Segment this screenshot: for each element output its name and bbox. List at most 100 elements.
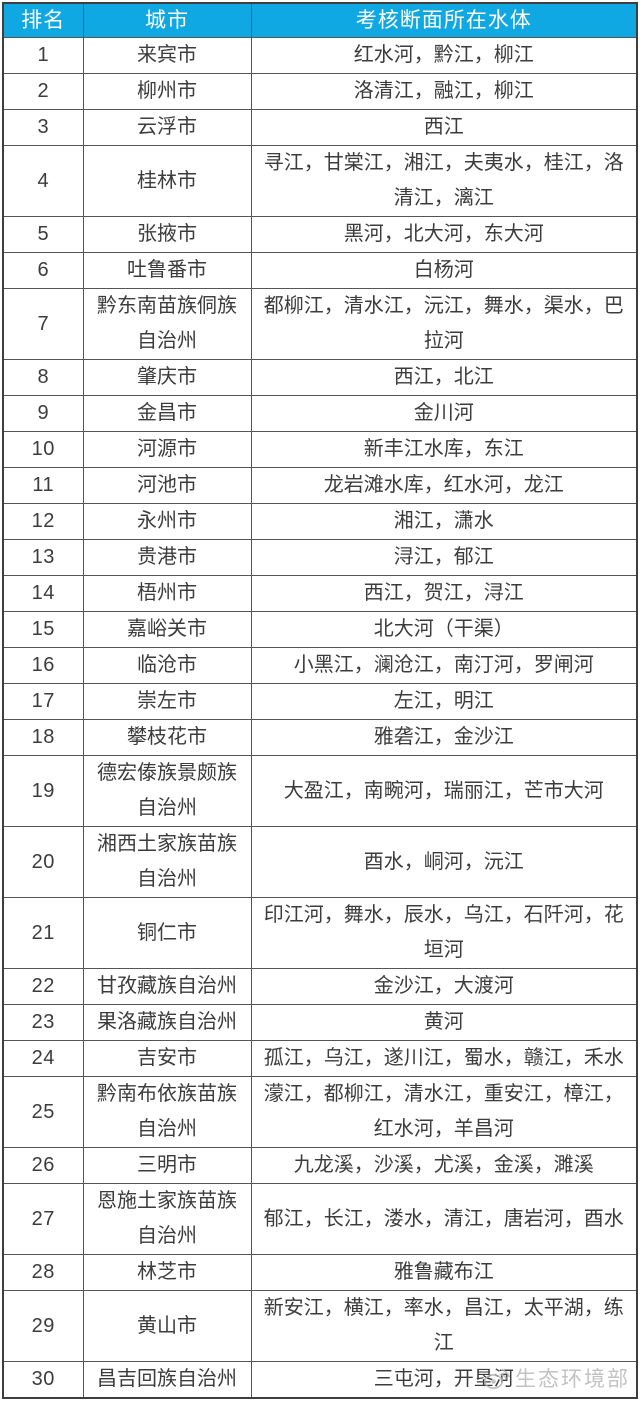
city-cell: 梧州市 <box>82 575 252 612</box>
waters-cell: 红水河，黔江，柳江 <box>250 37 638 74</box>
rank-cell: 27 <box>2 1183 84 1255</box>
rank-cell: 22 <box>2 968 84 1005</box>
table-row: 23 果洛藏族自治州 黄河 <box>2 1004 638 1041</box>
waters-cell: 西江，北江 <box>250 359 638 396</box>
rank-cell: 26 <box>2 1147 84 1184</box>
waters-cell: 白杨河 <box>250 252 638 289</box>
col-header-city: 城市 <box>82 2 252 38</box>
table-row: 19 德宏傣族景颇族自治州 大盈江，南畹河，瑞丽江，芒市大河 <box>2 755 638 827</box>
waters-cell: 大盈江，南畹河，瑞丽江，芒市大河 <box>250 755 638 827</box>
table-row: 1 来宾市 红水河，黔江，柳江 <box>2 37 638 74</box>
table-row: 25 黔南布依族苗族自治州 濛江，都柳江，清水江，重安江，樟江，红水河，羊昌河 <box>2 1076 638 1148</box>
city-cell: 恩施土家族苗族自治州 <box>82 1183 252 1255</box>
city-cell: 云浮市 <box>82 109 252 146</box>
city-cell: 德宏傣族景颇族自治州 <box>82 755 252 827</box>
rank-cell: 17 <box>2 683 84 720</box>
rank-cell: 13 <box>2 539 84 576</box>
table-row: 28 林芝市 雅鲁藏布江 <box>2 1254 638 1291</box>
col-header-rank: 排名 <box>2 2 84 38</box>
city-cell: 柳州市 <box>82 73 252 110</box>
waters-cell: 郁江，长江，溇水，清江，唐岩河，酉水 <box>250 1183 638 1255</box>
waters-cell: 雅鲁藏布江 <box>250 1254 638 1291</box>
rank-cell: 10 <box>2 431 84 468</box>
table-row: 21 铜仁市 印江河，舞水，辰水，乌江，石阡河，花垣河 <box>2 897 638 969</box>
city-cell: 桂林市 <box>82 145 252 217</box>
waters-cell: 龙岩滩水库，红水河，龙江 <box>250 467 638 504</box>
rank-cell: 14 <box>2 575 84 612</box>
rank-cell: 18 <box>2 719 84 756</box>
waters-cell: 孤江，乌江，遂川江，蜀水，赣江，禾水 <box>250 1040 638 1077</box>
header-row: 排名 城市 考核断面所在水体 <box>2 2 638 38</box>
table-row: 22 甘孜藏族自治州 金沙江，大渡河 <box>2 968 638 1005</box>
table-row: 2 柳州市 洛清江，融江，柳江 <box>2 73 638 110</box>
rank-cell: 3 <box>2 109 84 146</box>
city-cell: 湘西土家族苗族自治州 <box>82 826 252 898</box>
table-row: 15 嘉峪关市 北大河（干渠） <box>2 611 638 648</box>
table-row: 7 黔东南苗族侗族自治州 都柳江，清水江，沅江，舞水，渠水，巴拉河 <box>2 288 638 360</box>
table-row: 20 湘西土家族苗族自治州 酉水，峒河，沅江 <box>2 826 638 898</box>
city-cell: 金昌市 <box>82 395 252 432</box>
rank-cell: 28 <box>2 1254 84 1291</box>
city-cell: 来宾市 <box>82 37 252 74</box>
table-row: 4 桂林市 寻江，甘棠江，湘江，夫夷水，桂江，洛清江，漓江 <box>2 145 638 217</box>
rank-cell: 24 <box>2 1040 84 1077</box>
rank-cell: 8 <box>2 359 84 396</box>
rank-cell: 12 <box>2 503 84 540</box>
rank-cell: 16 <box>2 647 84 684</box>
table-row: 24 吉安市 孤江，乌江，遂川江，蜀水，赣江，禾水 <box>2 1040 638 1077</box>
table-row: 18 攀枝花市 雅砻江，金沙江 <box>2 719 638 756</box>
rank-cell: 7 <box>2 288 84 360</box>
city-cell: 黔东南苗族侗族自治州 <box>82 288 252 360</box>
waters-cell: 金川河 <box>250 395 638 432</box>
table-row: 3 云浮市 西江 <box>2 109 638 146</box>
waters-cell: 黑河，北大河，东大河 <box>250 216 638 253</box>
table-row: 6 吐鲁番市 白杨河 <box>2 252 638 289</box>
table-row: 9 金昌市 金川河 <box>2 395 638 432</box>
waters-cell: 濛江，都柳江，清水江，重安江，樟江，红水河，羊昌河 <box>250 1076 638 1148</box>
waters-cell: 新丰江水库，东江 <box>250 431 638 468</box>
city-cell: 河池市 <box>82 467 252 504</box>
waters-cell: 三屯河，开垦河 <box>250 1361 638 1399</box>
rank-cell: 30 <box>2 1361 84 1399</box>
table-row: 12 永州市 湘江，潇水 <box>2 503 638 540</box>
rank-cell: 1 <box>2 37 84 74</box>
waters-cell: 都柳江，清水江，沅江，舞水，渠水，巴拉河 <box>250 288 638 360</box>
city-cell: 临沧市 <box>82 647 252 684</box>
table-row: 8 肇庆市 西江，北江 <box>2 359 638 396</box>
rank-cell: 6 <box>2 252 84 289</box>
city-cell: 崇左市 <box>82 683 252 720</box>
waters-cell: 左江，明江 <box>250 683 638 720</box>
table-row: 14 梧州市 西江，贺江，浔江 <box>2 575 638 612</box>
city-cell: 张掖市 <box>82 216 252 253</box>
rank-cell: 11 <box>2 467 84 504</box>
table-row: 16 临沧市 小黑江，澜沧江，南汀河，罗闸河 <box>2 647 638 684</box>
waters-cell: 浔江，郁江 <box>250 539 638 576</box>
rank-cell: 29 <box>2 1290 84 1362</box>
table-row: 30 昌吉回族自治州 三屯河，开垦河 <box>2 1361 638 1399</box>
waters-cell: 湘江，潇水 <box>250 503 638 540</box>
city-cell: 肇庆市 <box>82 359 252 396</box>
city-cell: 昌吉回族自治州 <box>82 1361 252 1399</box>
rank-cell: 9 <box>2 395 84 432</box>
city-cell: 果洛藏族自治州 <box>82 1004 252 1041</box>
table-row: 13 贵港市 浔江，郁江 <box>2 539 638 576</box>
waters-cell: 雅砻江，金沙江 <box>250 719 638 756</box>
city-cell: 林芝市 <box>82 1254 252 1291</box>
table-row: 11 河池市 龙岩滩水库，红水河，龙江 <box>2 467 638 504</box>
waters-cell: 黄河 <box>250 1004 638 1041</box>
waters-cell: 寻江，甘棠江，湘江，夫夷水，桂江，洛清江，漓江 <box>250 145 638 217</box>
city-cell: 甘孜藏族自治州 <box>82 968 252 1005</box>
waters-cell: 新安江，横江，率水，昌江，太平湖，练江 <box>250 1290 638 1362</box>
waters-cell: 小黑江，澜沧江，南汀河，罗闸河 <box>250 647 638 684</box>
rank-cell: 2 <box>2 73 84 110</box>
rank-cell: 20 <box>2 826 84 898</box>
table-row: 26 三明市 九龙溪，沙溪，尤溪，金溪，濉溪 <box>2 1147 638 1184</box>
waters-cell: 洛清江，融江，柳江 <box>250 73 638 110</box>
table-row: 5 张掖市 黑河，北大河，东大河 <box>2 216 638 253</box>
city-cell: 吐鲁番市 <box>82 252 252 289</box>
city-cell: 黄山市 <box>82 1290 252 1362</box>
rank-cell: 5 <box>2 216 84 253</box>
city-cell: 铜仁市 <box>82 897 252 969</box>
waters-cell: 西江 <box>250 109 638 146</box>
